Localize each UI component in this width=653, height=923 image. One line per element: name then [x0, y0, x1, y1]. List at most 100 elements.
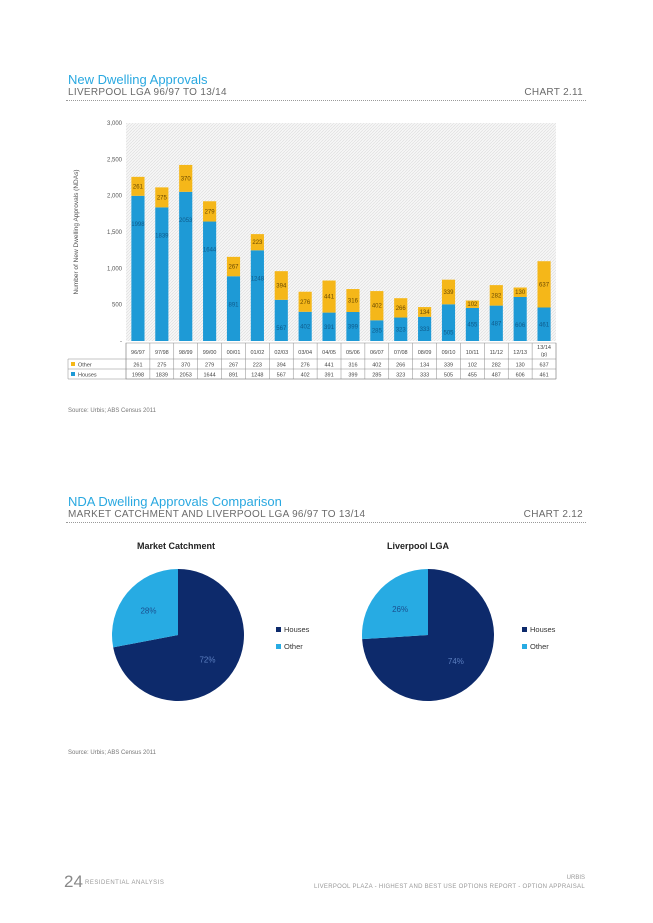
table-cell-other: 275 [157, 363, 166, 369]
table-cell-other: 339 [444, 363, 453, 369]
table-cell-houses: 1998 [132, 373, 144, 379]
bar-other-label: 261 [133, 184, 144, 190]
bar-other-label: 134 [420, 310, 431, 316]
bar-other [203, 201, 217, 222]
table-cell-houses: 487 [492, 373, 501, 379]
table-cell-houses: 402 [301, 373, 310, 379]
bar-houses-label: 505 [443, 330, 454, 336]
table-cell-other: 134 [420, 363, 429, 369]
legend-swatch-other [276, 644, 281, 649]
x-tick-label: 07/08 [394, 350, 408, 356]
section1-divider [66, 100, 586, 101]
table-cell-houses: 1839 [156, 373, 168, 379]
pie-slice-label: 28% [140, 607, 156, 616]
legend-swatch-other [71, 362, 75, 366]
legend-swatch-houses [276, 627, 281, 632]
section2-chart-ref: CHART 2.12 [523, 509, 583, 520]
bar-other [370, 291, 384, 321]
bar-other [131, 176, 145, 196]
table-cell-other: 441 [324, 363, 333, 369]
bar-houses [513, 296, 527, 341]
x-tick-label: 99/00 [203, 350, 217, 356]
x-tick-label: 03/04 [298, 350, 312, 356]
table-cell-houses: 285 [372, 373, 381, 379]
x-tick-label: 06/07 [370, 350, 384, 356]
bar-houses-label: 391 [324, 325, 335, 331]
pie-slice-other [111, 569, 178, 648]
table-cell-other: 394 [277, 363, 286, 369]
table-cell-other: 402 [372, 363, 381, 369]
section1-title: New Dwelling Approvals [68, 72, 208, 87]
table-cell-other: 370 [181, 363, 190, 369]
table-cell-other: 266 [396, 363, 405, 369]
section1-chart-ref: CHART 2.11 [524, 87, 583, 98]
x-tick-label: 12/13 [513, 350, 527, 356]
bar-other [250, 234, 264, 251]
bar-houses-label: 399 [348, 325, 359, 331]
pie-title: Liverpool LGA [387, 541, 450, 551]
y-tick-label: - [120, 339, 122, 345]
x-tick-label: 10/11 [466, 350, 479, 356]
bar-houses [155, 207, 169, 341]
x-tick-label: 08/09 [418, 350, 432, 356]
new-dwelling-approvals-chart: 3,000 2,500 2,000 1,500 1,000 500 - 1998 261 183… [67, 121, 557, 380]
bar-other [441, 279, 456, 305]
bar-houses [131, 195, 145, 341]
table-cell-houses: 2053 [180, 373, 192, 379]
bar-houses [370, 320, 384, 341]
y-tick-label: 3,000 [107, 121, 123, 127]
footer-section-name: RESIDENTIAL ANALYSIS [85, 880, 165, 886]
table-cell-other: 102 [468, 363, 477, 369]
section2-divider [66, 522, 586, 523]
x-tick-label: 00/01 [227, 350, 241, 356]
y-tick-label: 2,000 [107, 194, 123, 200]
x-tick-label: 11/12 [490, 350, 503, 356]
bar-other-label: 223 [252, 240, 263, 246]
bar-houses [465, 307, 479, 341]
bar-other [179, 164, 193, 192]
table-cell-houses: 455 [468, 373, 477, 379]
bar-houses-label: 323 [396, 327, 407, 333]
bar-other [418, 307, 432, 317]
bar-other-label: 130 [515, 290, 526, 296]
table-cell-houses: 891 [229, 373, 238, 379]
pie-slice-houses [113, 569, 244, 701]
x-tick-label: 98/99 [179, 350, 193, 356]
bar-houses [203, 221, 217, 341]
x-tick-label: 97/98 [155, 350, 169, 356]
y-tick-label: 1,000 [107, 266, 123, 272]
table-cell-other: 276 [301, 363, 310, 369]
bar-houses [394, 317, 408, 341]
bar-other [322, 280, 336, 313]
bar-other [537, 261, 551, 308]
legend-label-other: Other [78, 363, 92, 369]
bar-other [394, 298, 408, 318]
bar-houses [537, 307, 551, 341]
bar-other-label: 316 [348, 299, 359, 305]
bar-other [274, 271, 288, 300]
bar-other-label: 266 [396, 306, 407, 312]
footer-brand: URBIS [566, 875, 585, 881]
bar-other [155, 187, 169, 208]
pie-title: Market Catchment [137, 541, 215, 551]
legend-label-houses: Houses [530, 625, 556, 634]
bar-houses [226, 276, 241, 341]
x-tick-label: 09/10 [442, 350, 456, 356]
bar-houses [441, 304, 456, 341]
x-tick-label: 13/14 [537, 345, 551, 351]
table-cell-other: 261 [133, 363, 142, 369]
table-cell-houses: 505 [444, 373, 453, 379]
bar-houses [489, 305, 503, 341]
x-tick-label: 01/02 [251, 350, 265, 356]
pie-slice-label: 72% [199, 655, 215, 664]
bar-houses-label: 1998 [131, 222, 145, 228]
bar-other-label: 275 [157, 195, 168, 201]
pie-slice-houses [362, 569, 494, 701]
section2-subtitle: MARKET CATCHMENT AND LIVERPOOL LGA 96/97… [68, 509, 366, 520]
bar-other-label: 637 [539, 282, 550, 288]
pie-slice-label: 74% [448, 657, 464, 666]
table-cell-other: 316 [348, 363, 357, 369]
bar-other [346, 289, 360, 313]
bar-houses-label: 1839 [155, 233, 169, 239]
table-cell-houses: 1248 [251, 373, 263, 379]
